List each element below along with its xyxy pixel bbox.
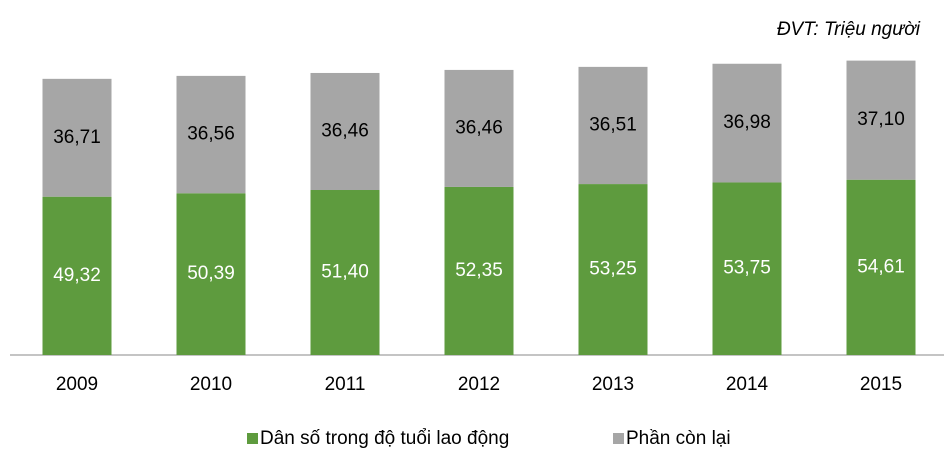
legend-swatch	[247, 433, 258, 444]
data-label: 36,56	[187, 124, 235, 145]
bar-segment	[176, 75, 246, 194]
unit-note: ĐVT: Triệu người	[777, 19, 921, 40]
data-label: 36,46	[455, 117, 503, 138]
bar-segment	[310, 72, 380, 191]
data-label: 53,25	[589, 259, 637, 280]
legend-swatch	[613, 433, 624, 444]
bar-segment	[578, 66, 648, 185]
data-label: 36,98	[723, 112, 771, 133]
data-label: 36,71	[53, 127, 101, 148]
x-tick-label: 2015	[860, 374, 902, 395]
bar-segment	[846, 179, 916, 355]
data-label: 51,40	[321, 262, 369, 283]
bar-segment	[42, 78, 112, 197]
data-label: 49,32	[53, 265, 101, 286]
legend-label: Phần còn lại	[626, 428, 731, 449]
data-label: 36,51	[589, 114, 637, 135]
x-tick-label: 2010	[190, 374, 232, 395]
data-label: 54,61	[857, 256, 905, 277]
data-label: 36,46	[321, 121, 369, 142]
bar-segment	[176, 193, 246, 355]
data-label: 53,75	[723, 258, 771, 279]
legend-label: Dân số trong độ tuổi lao động	[260, 428, 509, 449]
bar-segment	[846, 60, 916, 180]
x-tick-label: 2012	[458, 374, 500, 395]
data-label: 37,10	[857, 109, 905, 130]
bar-segment	[712, 182, 782, 355]
bar-segment	[578, 184, 648, 355]
bar-segment	[712, 63, 782, 183]
bar-segment	[310, 190, 380, 355]
x-tick-label: 2014	[726, 374, 769, 395]
data-label: 50,39	[187, 263, 235, 284]
x-tick-label: 2009	[56, 374, 98, 395]
x-tick-label: 2011	[325, 374, 366, 395]
bar-segment	[42, 196, 112, 355]
bar-segment	[444, 69, 514, 187]
data-label: 52,35	[455, 260, 503, 281]
bar-segment	[444, 186, 514, 355]
x-tick-label: 2013	[592, 374, 634, 395]
